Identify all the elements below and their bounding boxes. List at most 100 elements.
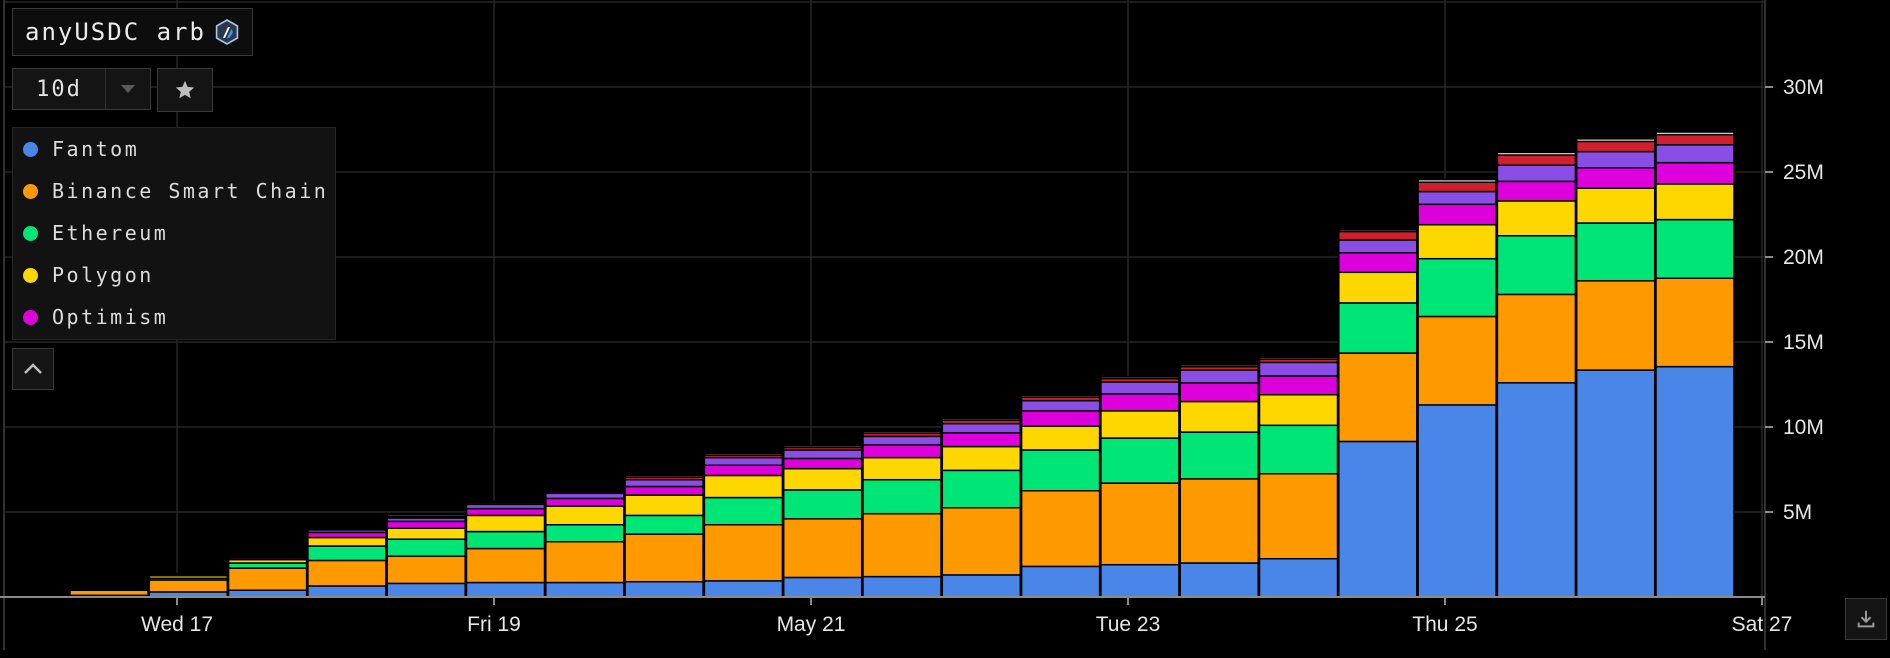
bar-segment xyxy=(307,536,387,547)
bar-segment xyxy=(1575,138,1656,143)
bar-segment xyxy=(1655,133,1735,146)
bar-segment xyxy=(545,492,625,500)
bar-segment xyxy=(1496,382,1577,598)
legend-item[interactable]: Binance Smart Chain xyxy=(13,170,335,212)
bar-segment xyxy=(624,478,704,488)
bar-segment xyxy=(624,533,704,583)
bar-segment xyxy=(386,538,466,557)
bar-segment xyxy=(1179,382,1259,403)
legend-color-dot xyxy=(23,267,38,283)
legend-color-dot xyxy=(23,183,38,199)
bar-segment xyxy=(1179,431,1259,480)
bar-segment xyxy=(1258,424,1339,475)
bar-segment xyxy=(307,585,387,598)
bar-segment xyxy=(545,497,625,507)
bar-segment xyxy=(1496,200,1577,237)
bar-segment xyxy=(941,574,1022,598)
bar-segment xyxy=(69,589,149,597)
bar-segment xyxy=(941,469,1022,509)
bar-segment xyxy=(1655,131,1735,136)
bar-segment xyxy=(1258,393,1339,427)
bar-segment xyxy=(148,579,229,593)
x-tick-label: May 21 xyxy=(777,613,846,636)
bar-segment xyxy=(782,518,863,579)
range-select[interactable]: 10d xyxy=(12,68,151,110)
legend-item[interactable]: Polygon xyxy=(13,254,335,296)
bar-segment xyxy=(862,478,942,515)
bar-segment xyxy=(1258,356,1339,360)
legend-item[interactable]: Ethereum xyxy=(13,212,335,254)
bar-segment xyxy=(1100,410,1180,439)
bar-segment xyxy=(386,582,466,598)
bar-segment xyxy=(1338,252,1418,274)
bar-segment xyxy=(1338,230,1418,241)
bar-segment xyxy=(1179,400,1259,433)
bar-segment xyxy=(941,417,1022,421)
bar-segment xyxy=(1338,352,1418,443)
bar-segment xyxy=(1179,562,1259,598)
y-tick-label: 30M xyxy=(1783,76,1824,99)
y-tick-label: 20M xyxy=(1783,246,1824,269)
bar-segment xyxy=(624,494,704,517)
bar-segment xyxy=(1020,449,1101,492)
chart-axes: Wed 17 Fri 19 May 21 Tue 23 Thu 25 Sat 27 5M 10… xyxy=(0,76,1824,636)
bar-segment xyxy=(1417,181,1497,193)
download-button[interactable] xyxy=(1845,598,1887,640)
bar-segment xyxy=(465,507,546,517)
legend-label: Fantom xyxy=(52,137,140,161)
bar-segment xyxy=(307,531,387,539)
legend-item[interactable]: Optimism xyxy=(13,296,335,338)
bar-segment xyxy=(862,430,942,434)
bar-segment xyxy=(1575,167,1656,189)
bar-segment xyxy=(1020,425,1101,451)
bar-segment xyxy=(624,485,704,496)
legend-label: Binance Smart Chain xyxy=(52,179,329,203)
chart-legend: Fantom Binance Smart Chain Ethereum Polygon… xyxy=(12,127,336,340)
bar-segment xyxy=(1100,563,1180,598)
bar-segment xyxy=(1100,393,1180,412)
bar-segment xyxy=(545,489,625,493)
legend-color-dot xyxy=(23,141,38,157)
bar-segment xyxy=(1338,229,1418,233)
bar-segment xyxy=(1496,154,1577,166)
bar-segment xyxy=(1417,257,1497,318)
bar-segment xyxy=(703,496,784,526)
y-tick-label: 5M xyxy=(1783,501,1812,524)
bar-segment xyxy=(703,474,784,499)
chart-title: anyUSDC arb xyxy=(12,8,253,56)
bar-segment xyxy=(545,581,625,598)
collapse-legend-button[interactable] xyxy=(12,348,54,390)
bar-segment xyxy=(386,555,466,585)
bar-segment xyxy=(703,456,784,467)
chart-grid xyxy=(3,0,1766,650)
bar-segment xyxy=(307,526,387,530)
bar-segment xyxy=(386,520,466,529)
chevron-down-icon[interactable] xyxy=(105,69,150,109)
legend-label: Optimism xyxy=(52,305,169,329)
legend-item[interactable]: Fantom xyxy=(13,128,335,170)
favorite-button[interactable] xyxy=(157,68,213,112)
bar-segment xyxy=(941,432,1022,448)
bar-segment xyxy=(1417,315,1497,406)
bar-segment xyxy=(465,514,546,533)
bar-segment xyxy=(1020,565,1101,598)
bar-segment xyxy=(1575,369,1656,598)
chevron-up-icon xyxy=(24,363,42,374)
bar-segment xyxy=(227,567,308,591)
legend-label: Ethereum xyxy=(52,221,169,245)
bar-segment xyxy=(465,547,546,584)
bar-segment xyxy=(1496,164,1577,183)
bar-segment xyxy=(1258,473,1339,560)
bar-segment xyxy=(1020,410,1101,427)
bar-segment xyxy=(1655,161,1735,185)
bar-segment xyxy=(1417,203,1497,226)
bar-segment xyxy=(545,505,625,526)
chart-bars xyxy=(69,131,1735,598)
bar-segment xyxy=(1258,375,1339,396)
bar-segment xyxy=(782,444,863,449)
y-tick-label: 25M xyxy=(1783,161,1824,184)
bar-segment xyxy=(1100,376,1180,380)
bar-segment xyxy=(1179,369,1259,384)
legend-color-dot xyxy=(23,225,38,241)
